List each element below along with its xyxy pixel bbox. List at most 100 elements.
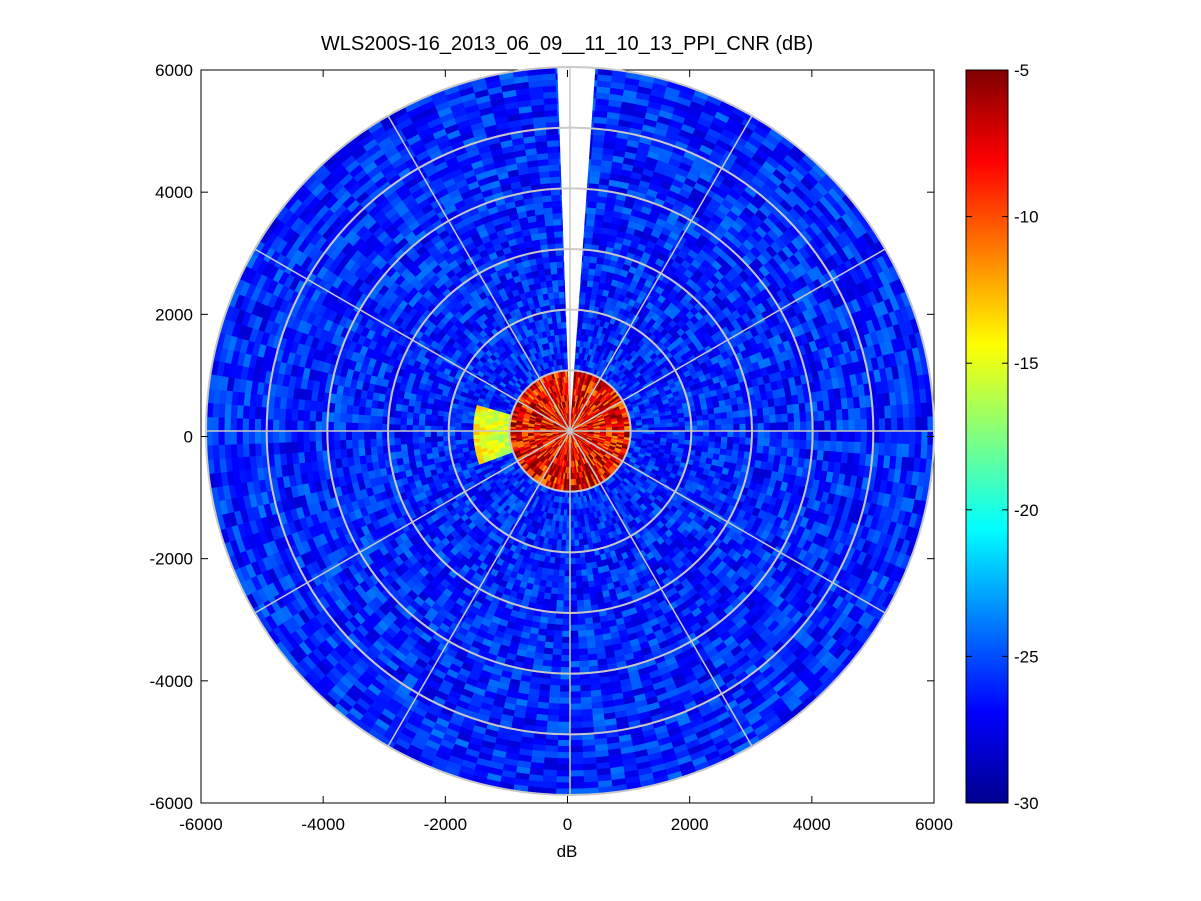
heatmap-cell [424,419,432,426]
heatmap-cell [484,433,492,438]
heatmap-cell [573,527,579,535]
heatmap-cell [707,407,715,415]
heatmap-cell [569,600,578,608]
heatmap-cell [727,424,735,432]
heatmap-cell [559,557,566,565]
heatmap-cell [556,260,564,269]
heatmap-cell [546,286,554,294]
heatmap-cell [721,424,729,432]
heatmap-cell [460,438,468,445]
heatmap-cell [703,425,710,432]
heatmap-cell [556,587,565,595]
heatmap-cell [406,417,414,426]
heatmap-cell [400,410,408,419]
heatmap-cell [739,437,747,446]
heatmap-cell [580,563,587,571]
heatmap-cell [430,430,437,437]
heatmap-cell [418,424,425,432]
heatmap-cell [578,539,584,547]
heatmap-cell [580,285,588,293]
heatmap-cell [709,430,716,438]
heatmap-cell [713,406,721,415]
heatmap-cell [413,448,421,457]
heatmap-cell [582,267,590,275]
heatmap-cell [549,593,558,601]
heatmap-cell [557,581,565,589]
heatmap-cell [733,424,741,432]
heatmap-cell [418,442,426,450]
heatmap-cell [556,321,563,329]
heatmap-cell [732,437,741,445]
heatmap-cell [430,425,437,432]
heatmap-cell [425,447,433,455]
heatmap-cell [575,587,584,595]
heatmap-cell [561,327,567,335]
heatmap-cell [418,436,426,444]
heatmap-cell [550,267,558,275]
heatmap-cell [576,600,585,608]
heatmap-cell [720,442,728,450]
heatmap-cell [412,436,420,444]
heatmap-cell [472,434,480,439]
heatmap-cell [714,418,722,426]
heatmap-cell [557,279,565,287]
heatmap-cell [580,569,588,577]
heatmap-cell [738,409,746,418]
heatmap-cell [460,434,468,440]
heatmap-cell [583,255,592,263]
cnr-heatmap [206,67,934,795]
heatmap-cell [563,582,571,590]
heatmap-cell [720,412,728,420]
heatmap-cell [424,441,432,449]
heatmap-cell [726,436,734,445]
heatmap-cell [738,444,746,453]
heatmap-cell [719,405,727,414]
heatmap-cell [431,446,439,454]
heatmap-cell [419,447,427,456]
heatmap-cell [701,408,709,416]
heatmap-cell [678,417,686,423]
heatmap-cell [393,423,401,432]
heatmap-cell [569,570,577,577]
heatmap-cell [587,580,596,588]
heatmap-cell [739,423,747,432]
heatmap-cell [430,419,438,427]
heatmap-cell [569,557,576,565]
heatmap-cell [586,574,595,582]
heatmap-cell [555,254,564,262]
heatmap-cell [708,441,716,449]
heatmap-cell [556,267,565,275]
heatmap-cell [399,430,407,438]
heatmap-cell [418,430,425,438]
heatmap-cell [406,443,414,451]
heatmap-cell [557,273,565,281]
heatmap-cell [575,581,583,589]
heatmap-cell [550,587,558,595]
heatmap-cell [579,557,587,565]
heatmap-cell [715,424,722,432]
heatmap-cell [583,599,592,607]
heatmap-cell [412,442,420,450]
heatmap-cell [708,419,716,426]
heatmap-cell [436,430,444,437]
heatmap-cell [654,423,662,428]
heatmap-cell [720,418,728,426]
heatmap-cell [411,430,419,438]
heatmap-cell [585,562,593,570]
heatmap-cell [576,593,584,602]
heatmap-cell [548,255,557,263]
heatmap-cell [424,430,431,438]
heatmap-cell [708,436,716,443]
heatmap-cell [553,291,560,299]
heatmap-cell [564,564,571,571]
heatmap-cell [557,575,565,583]
heatmap-cell [562,600,571,608]
heatmap-cell [393,416,401,425]
heatmap-cell [418,412,426,420]
heatmap-cell [660,423,668,428]
heatmap-cell [558,291,566,299]
heatmap-cell [672,417,680,424]
heatmap-cell [563,576,571,583]
heatmap-cell [393,437,401,446]
heatmap-cell [714,442,722,450]
